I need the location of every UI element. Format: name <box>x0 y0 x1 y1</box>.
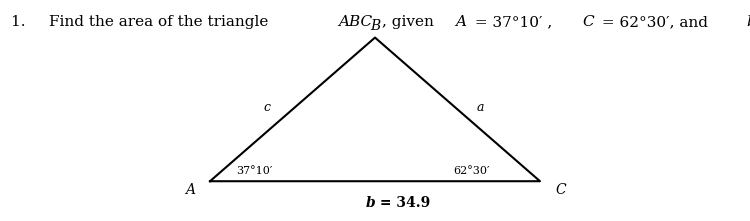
Text: C: C <box>582 15 594 29</box>
Text: A: A <box>185 183 195 197</box>
Text: = 62°30′, and: = 62°30′, and <box>597 15 713 29</box>
Text: Find the area of the triangle: Find the area of the triangle <box>49 15 273 29</box>
Text: 1.: 1. <box>11 15 40 29</box>
Text: b: b <box>746 15 750 29</box>
Text: b: b <box>365 196 375 210</box>
Text: c: c <box>263 101 270 114</box>
Text: 37°10′: 37°10′ <box>236 166 273 176</box>
Text: ABC: ABC <box>338 15 372 29</box>
Text: = 34.9: = 34.9 <box>375 196 430 210</box>
Text: A: A <box>455 15 466 29</box>
Text: = 37°10′ ,: = 37°10′ , <box>470 15 556 29</box>
Text: C: C <box>555 183 566 197</box>
Text: B: B <box>370 19 380 33</box>
Text: a: a <box>476 101 484 114</box>
Text: 62°30′: 62°30′ <box>454 166 491 176</box>
Text: , given: , given <box>382 15 439 29</box>
